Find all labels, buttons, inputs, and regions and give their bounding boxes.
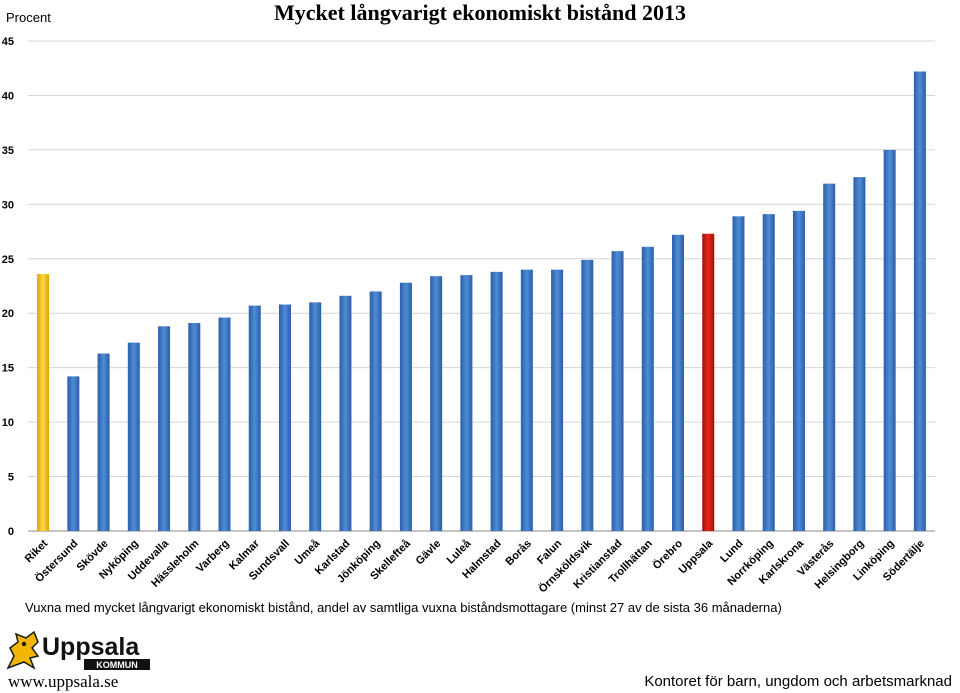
bar [641,246,654,532]
x-tick-label: Gävle [414,538,444,568]
chart-subtitle: Vuxna med mycket långvarigt ekonomiskt b… [25,600,782,615]
bar [520,269,533,531]
y-tick-label: 5 [8,472,14,484]
gridlines [28,40,935,532]
bar [188,323,201,531]
bar-chart: 0 5 10 15 20 25 30 35 40 45 RiketÖstersundSkövdeN… [2,0,935,595]
bar [702,233,715,531]
bar [430,276,443,531]
y-tick-label: 45 [2,36,14,48]
y-tick-label: 20 [2,308,14,320]
x-tick-label: Riket [23,537,51,565]
x-tick-label: Lund [718,538,745,565]
y-tick-label: 15 [2,363,14,375]
lion-emblem-icon [6,630,40,670]
x-axis-labels: RiketÖstersundSkövdeNyköpingUddevallaHäs… [23,536,927,595]
x-tick-label: Borås [503,538,534,569]
x-tick-label: Uppsala [677,537,716,576]
bar [672,234,685,532]
bar [37,274,50,531]
bars [37,71,926,532]
bar [490,271,503,531]
bar [278,304,291,531]
y-axis-label: Procent [6,10,51,25]
logo-wordmark: Uppsala [42,633,140,661]
bar [732,216,745,532]
bar [309,302,322,531]
bar [551,269,564,531]
bar [399,282,412,531]
bar [248,305,261,531]
y-axis-ticks: 0 5 10 15 20 25 30 35 40 45 [2,36,14,538]
bar [913,71,926,531]
bar [218,317,231,531]
y-tick-label: 35 [2,145,14,157]
bar [792,210,805,531]
bar [127,342,140,531]
bar [823,183,836,531]
bar [611,251,624,531]
bar [67,376,80,531]
department-footer: Kontoret för barn, ungdom och arbetsmark… [644,673,952,690]
bar [581,259,594,531]
chart-title: Mycket långvarigt ekonomiskt bistånd 201… [274,0,686,25]
y-tick-label: 25 [2,254,14,266]
y-tick-label: 0 [8,526,14,538]
bar [762,214,775,531]
bar [97,353,110,531]
x-tick-label: Örnsköldsvik [536,536,595,595]
website-link[interactable]: www.uppsala.se [8,672,119,691]
y-tick-label: 40 [2,90,14,102]
y-tick-label: 30 [2,199,14,211]
bar [339,295,352,531]
bar [369,291,382,531]
x-tick-label: Varberg [194,538,231,575]
uppsala-logo[interactable]: Uppsala KOMMUN [4,628,154,672]
bar [158,326,171,531]
y-tick-label: 10 [2,417,14,429]
bar [853,177,866,531]
bar [883,149,896,531]
logo-subtext: KOMMUN [96,660,138,670]
bar [460,275,473,531]
